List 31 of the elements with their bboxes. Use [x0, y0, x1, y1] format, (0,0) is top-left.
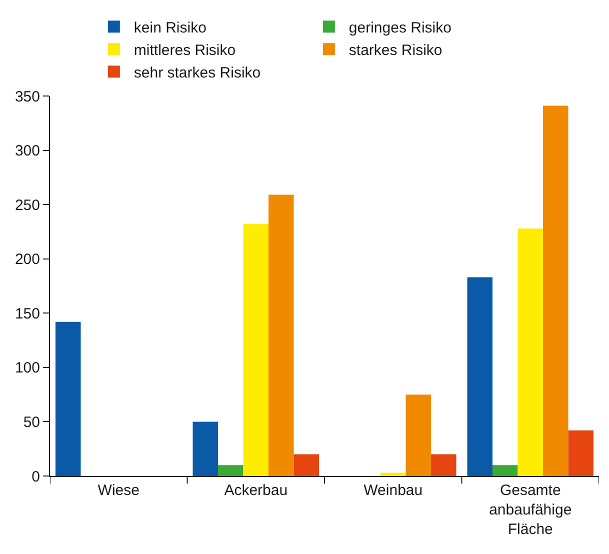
y-tick-label: 150	[14, 305, 40, 322]
bar	[192, 422, 218, 476]
bar	[294, 454, 320, 476]
bar	[467, 277, 492, 476]
y-tick-label: 0	[32, 468, 40, 486]
bar	[518, 228, 543, 476]
bar	[55, 322, 81, 476]
x-tick-label: Ackerbau	[224, 482, 288, 499]
bar	[268, 194, 294, 476]
bar	[243, 224, 268, 476]
bar	[431, 454, 456, 476]
x-tick-label: Weinbau	[364, 482, 423, 499]
legend-label: sehr starkes Risiko	[134, 64, 261, 82]
legend-label: starkes Risiko	[348, 42, 442, 59]
bar	[406, 394, 432, 476]
y-tick-label: 350	[14, 88, 40, 106]
bar	[543, 106, 568, 476]
y-tick-label: 200	[14, 251, 40, 268]
y-tick-label: 50	[23, 414, 40, 431]
bar	[568, 430, 594, 476]
x-tick-label: Gesamte anbaufähige Fläche	[489, 482, 572, 538]
legend-label: kein Risiko	[134, 20, 206, 36]
bar	[492, 465, 518, 476]
y-tick-label: 100	[14, 360, 40, 377]
y-tick-label: 250	[14, 196, 40, 214]
bar	[380, 472, 406, 476]
legend-label: geringes Risiko	[348, 20, 452, 36]
bar	[218, 465, 244, 476]
y-tick-label: 300	[14, 142, 40, 160]
x-tick-label: Wiese	[98, 482, 140, 499]
legend-label: mittleres Risiko	[134, 42, 236, 59]
